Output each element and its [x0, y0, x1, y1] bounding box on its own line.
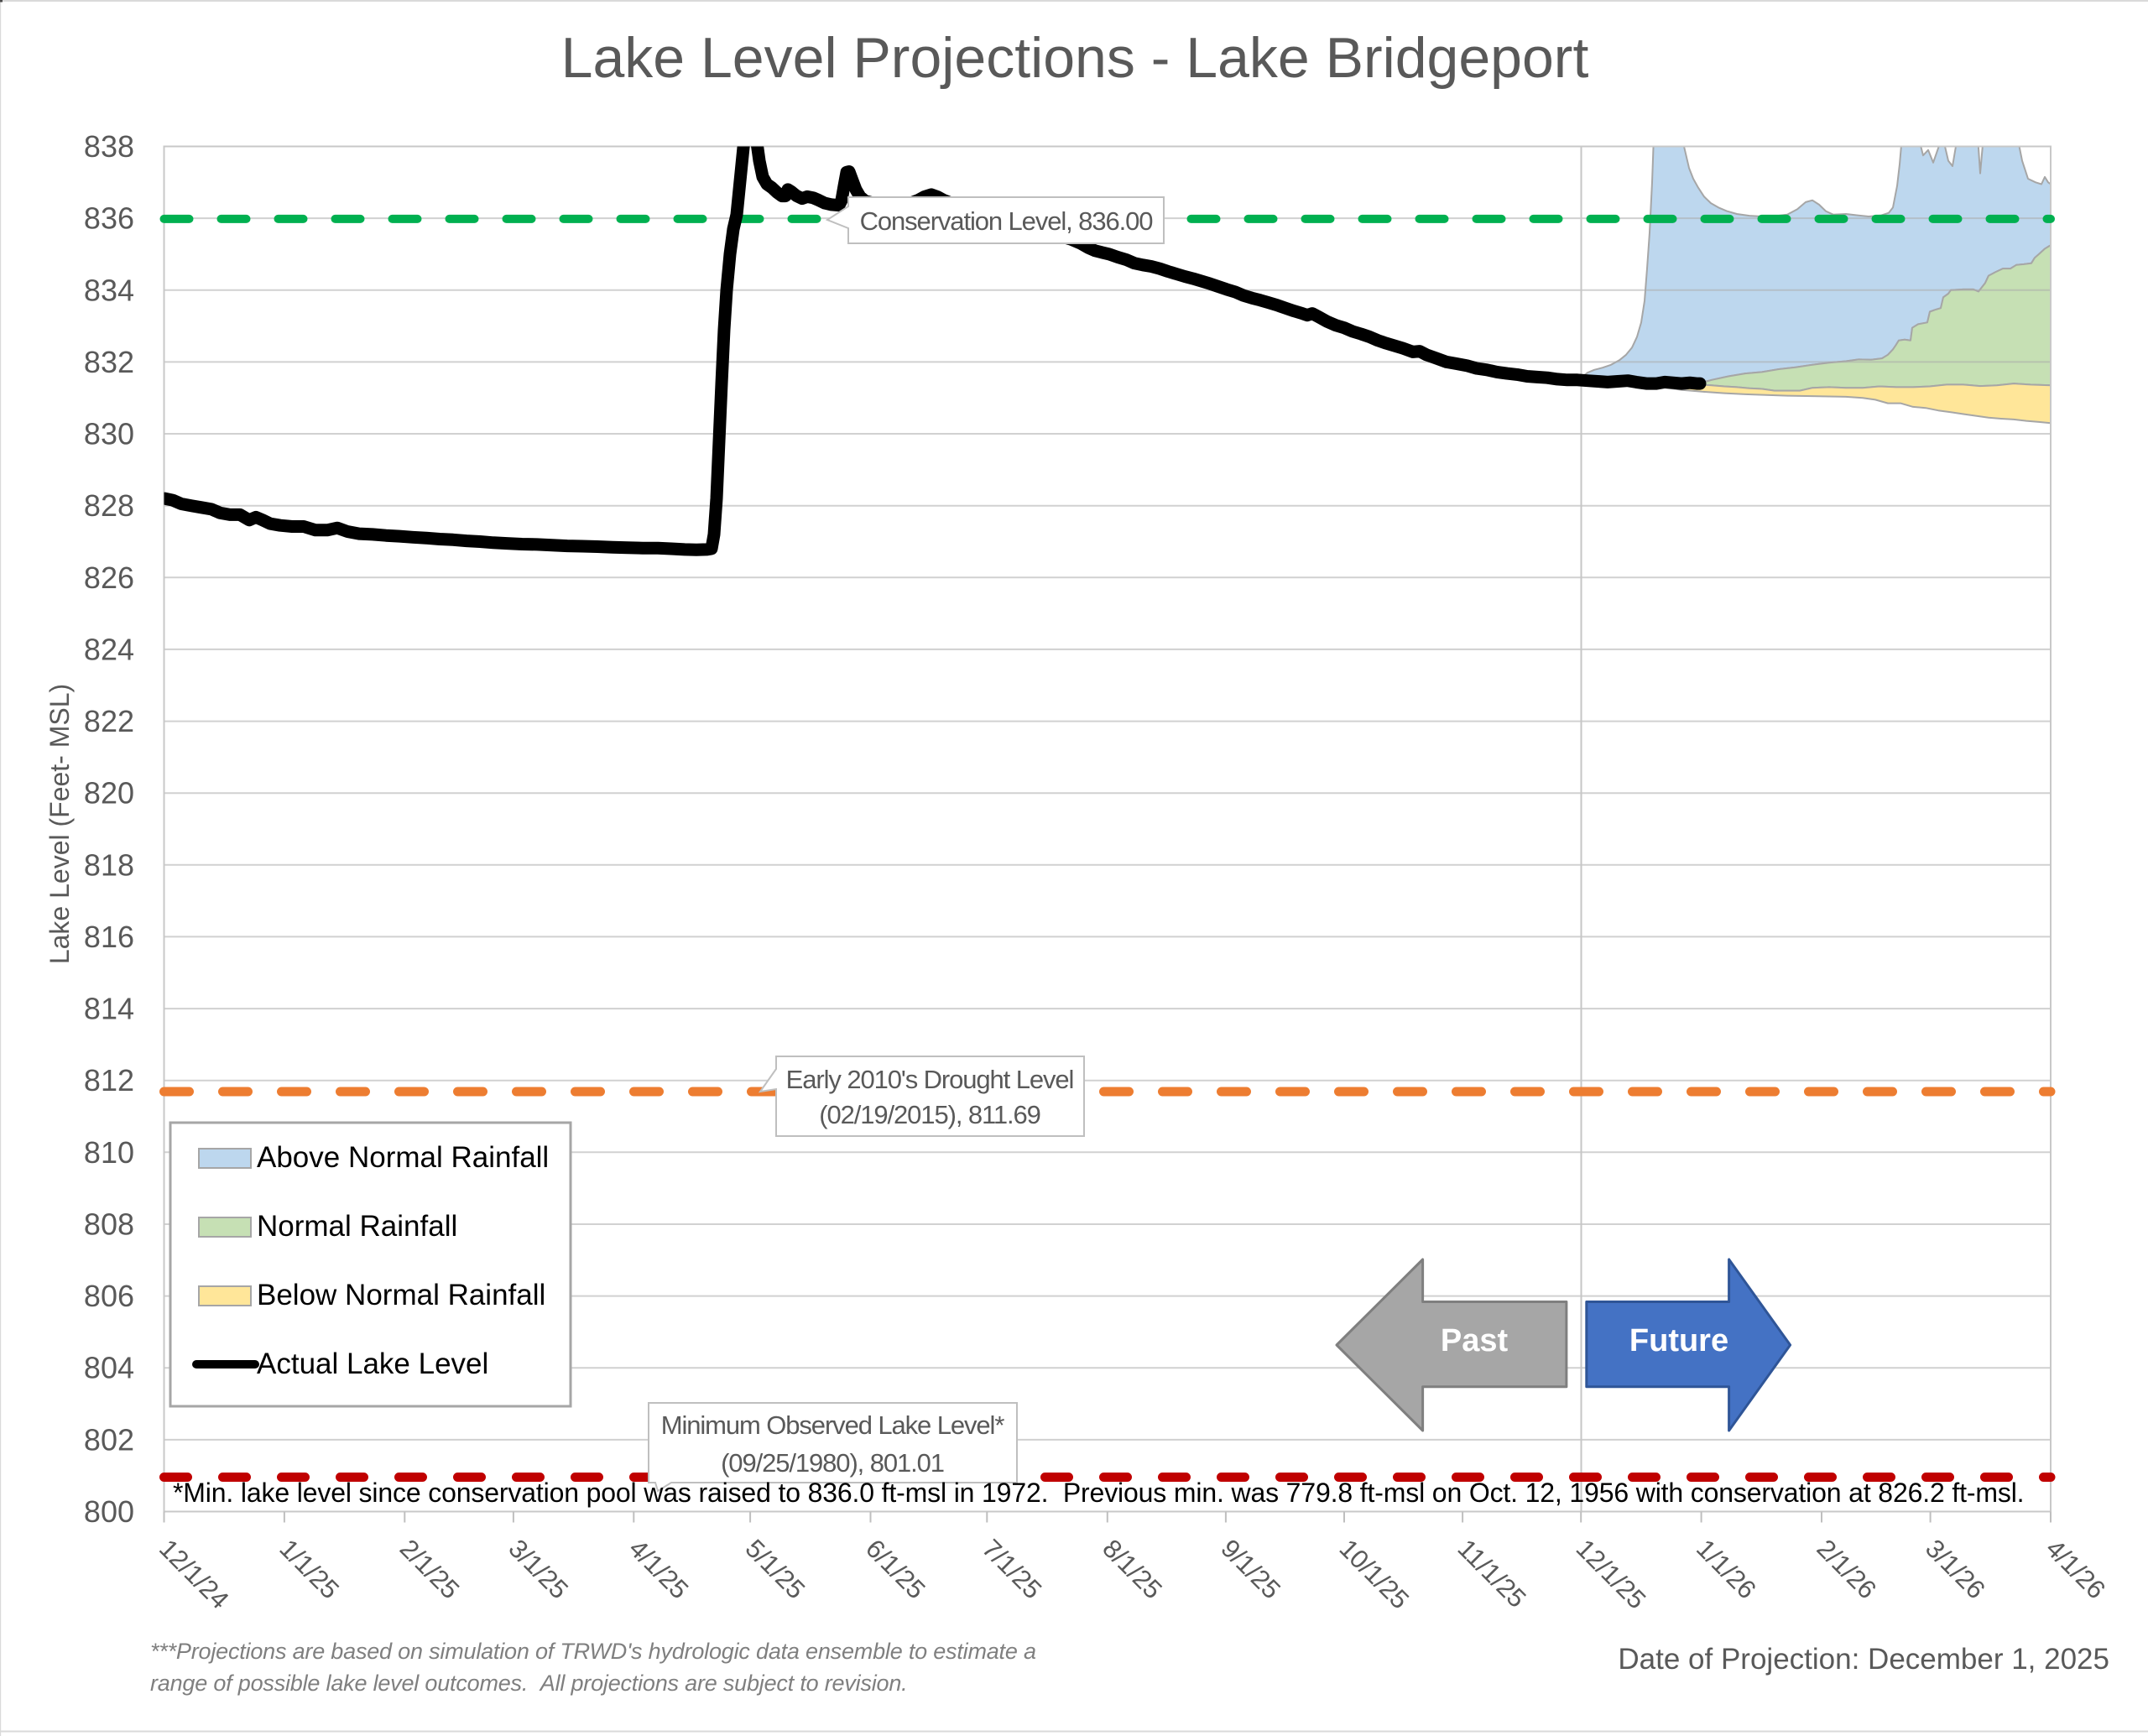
svg-text:(09/25/1980), 801.01: (09/25/1980), 801.01 [721, 1448, 944, 1478]
svg-text:*Min. lake level since conserv: *Min. lake level since conservation pool… [173, 1478, 2024, 1508]
svg-text:Early 2010's Drought Level: Early 2010's Drought Level [786, 1065, 1074, 1094]
svg-text:***Projections are based on si: ***Projections are based on simulation o… [150, 1639, 1036, 1664]
svg-text:Conservation Level, 836.00: Conservation Level, 836.00 [860, 206, 1154, 236]
svg-text:Date of Projection: December 1: Date of Projection: December 1, 2025 [1618, 1643, 2109, 1676]
svg-text:Past: Past [1441, 1323, 1509, 1358]
svg-text:836: 836 [84, 201, 134, 236]
svg-text:Minimum Observed Lake Level*: Minimum Observed Lake Level* [661, 1410, 1005, 1440]
svg-text:802: 802 [84, 1422, 134, 1457]
svg-text:814: 814 [84, 992, 134, 1026]
svg-text:810: 810 [84, 1135, 134, 1170]
svg-text:Above Normal Rainfall: Above Normal Rainfall [257, 1141, 549, 1174]
svg-text:800: 800 [84, 1494, 134, 1529]
svg-text:826: 826 [84, 560, 134, 595]
svg-text:Lake Level (Feet- MSL): Lake Level (Feet- MSL) [44, 684, 75, 964]
svg-text:Lake Level Projections - Lake: Lake Level Projections - Lake Bridgeport [561, 26, 1589, 90]
svg-text:Normal Rainfall: Normal Rainfall [257, 1210, 457, 1243]
svg-text:822: 822 [84, 704, 134, 738]
svg-text:(02/19/2015), 811.69: (02/19/2015), 811.69 [819, 1100, 1040, 1129]
svg-text:804: 804 [84, 1351, 134, 1385]
svg-text:812: 812 [84, 1063, 134, 1097]
svg-text:832: 832 [84, 345, 134, 379]
svg-text:838: 838 [84, 129, 134, 164]
svg-text:824: 824 [84, 632, 134, 666]
svg-text:808: 808 [84, 1207, 134, 1242]
svg-text:Future: Future [1629, 1323, 1728, 1358]
svg-text:Below Normal Rainfall: Below Normal Rainfall [257, 1279, 545, 1311]
svg-text:830: 830 [84, 417, 134, 451]
svg-text:range of possible lake level o: range of possible lake level outcomes. A… [150, 1671, 907, 1696]
svg-text:Actual Lake Level: Actual Lake Level [257, 1348, 488, 1380]
svg-text:828: 828 [84, 488, 134, 523]
svg-text:806: 806 [84, 1279, 134, 1313]
svg-text:820: 820 [84, 776, 134, 811]
svg-text:816: 816 [84, 920, 134, 954]
svg-text:818: 818 [84, 847, 134, 882]
svg-text:834: 834 [84, 273, 134, 307]
